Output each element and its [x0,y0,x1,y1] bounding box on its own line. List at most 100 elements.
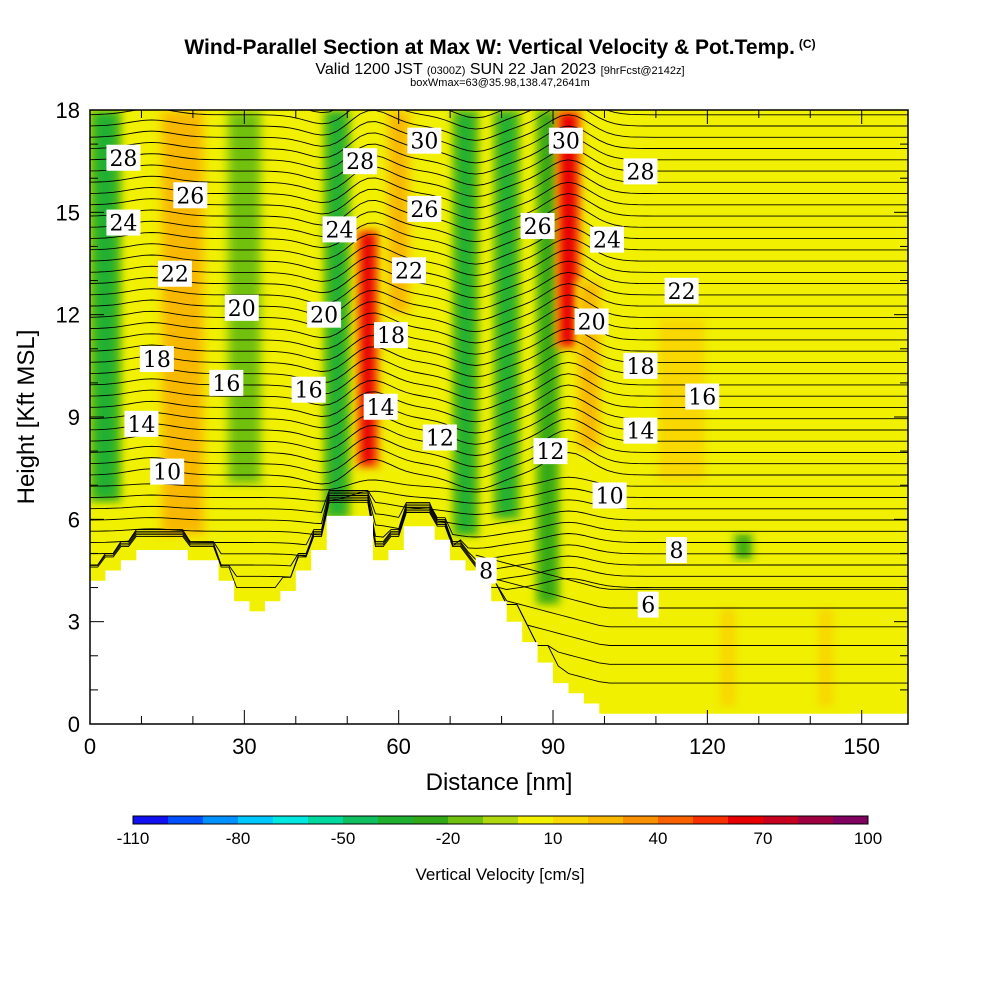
contour-label-box [150,458,185,485]
contour-label-box [520,212,555,239]
w-region [457,114,474,533]
colorbar-swatch [273,816,309,824]
w-region [817,608,834,707]
isentrope-line [475,563,908,646]
contour-label: 30 [410,130,438,155]
valid-utc: (0300Z) [426,65,466,77]
contour-label: 30 [552,130,580,155]
contour-label-box [407,127,442,154]
contour-label-box [590,226,625,253]
colorbar-swatch [658,816,694,824]
w-region [541,114,555,601]
x-tick-label: 120 [689,734,726,759]
y-axis: 0 3 6 9 12 15 18 [56,98,908,737]
contour-label-box [391,257,426,284]
copyright-mark: (C) [798,37,816,51]
isentrope-line [90,476,908,493]
contour-label-box [209,369,244,396]
isentrope-line [90,136,908,175]
y-tick-label: 15 [56,200,80,225]
colorbar-swatch [378,816,414,824]
isentrope-line [90,429,908,468]
isentrope-line [90,125,908,164]
contour-label-box [422,424,457,451]
isentrope-line [90,440,908,479]
isentrope-line [90,328,908,366]
contour-label: 28 [626,160,654,185]
contour-label: 24 [109,212,137,237]
contour-label: 16 [688,386,716,411]
isentrope-line [90,181,908,220]
valid-prefix: Valid 1200 JST [315,61,423,78]
colorbar-swatch [413,816,449,824]
contour-label-box [363,393,398,420]
contour-label: 8 [669,539,683,564]
w-region [720,608,736,707]
colorbar-swatch [833,816,869,824]
contour-label: 22 [668,280,696,305]
contour-label-box [173,182,208,209]
isentrope-line [90,493,908,538]
isentrope-line [306,110,504,119]
colorbar: -110 -80 -50 -20 10 40 70 100 [117,815,882,848]
contour-label-box [623,417,658,444]
contour-label-box [475,557,497,584]
colorbar-swatch [483,816,519,824]
contour-label-box [574,308,609,335]
isentrope-line [90,260,908,299]
isentrope-line [475,554,908,590]
contour-label-box [664,277,699,304]
contour-label: 26 [524,215,552,240]
contour-label: 24 [593,229,621,254]
terrain-mask [90,515,908,724]
isentrope-line [90,496,908,560]
contour-label: 12 [536,440,564,465]
isentrope-line [90,204,908,243]
contour-label-box [291,376,326,403]
x-tick-label: 30 [232,734,256,759]
y-tick-label: 18 [56,98,80,123]
contour-label: 22 [161,263,189,288]
isentrope-line [90,495,908,549]
isentrope-line [90,316,908,355]
isentrope-line [90,193,908,231]
valid-date: SUN 22 Jan 2023 [469,61,597,78]
contour-label-box [637,591,659,618]
chart-title-text: Wind-Parallel Section at Max W: Vertical… [184,36,795,59]
y-tick-label: 12 [56,303,80,328]
contour-label: 16 [295,379,323,404]
box-info: boxWmax=63@35.98,138.47,2641m [410,77,590,89]
colorbar-swatch [168,816,204,824]
colorbar-tick-label: 100 [854,829,882,848]
colorbar-swatch [553,816,589,824]
w-region [739,536,748,557]
contour-label-box [665,537,687,564]
colorbar-tick-label: -110 [117,829,150,848]
contour-label-box [623,158,658,185]
contour-label-box [106,209,141,236]
isentrope-line [90,407,908,445]
colorbar-tick-label: -80 [226,829,251,848]
x-tick-label: 0 [84,734,96,759]
contour-label: 10 [596,484,624,509]
contour-labels: 28 26 24 22 20 18 16 14 10 28 24 20 16 30 26 22 18 14 12 8 3… [106,127,720,619]
colorbar-tick-label: 70 [754,829,773,848]
colorbar-swatch [693,816,729,824]
w-region [499,114,515,516]
isentrope-line [90,238,908,276]
isentrope-line [90,339,908,378]
isentrope-line [90,110,908,130]
contour-label-box [139,346,174,373]
contour-label-box [157,260,192,287]
contour-label: 28 [109,147,137,172]
contour-label-box [548,127,583,154]
colorbar-swatch [588,816,624,824]
colorbar-swatch [518,816,554,824]
colorbar-tick-label: 40 [649,829,668,848]
isentrope-line [90,373,908,411]
x-axis: 0 30 60 90 120 150 [84,110,880,759]
colorbar-swatch [133,816,169,824]
isentrope-line [90,305,908,344]
y-tick-label: 6 [68,507,80,532]
isentrope-line [90,488,908,504]
